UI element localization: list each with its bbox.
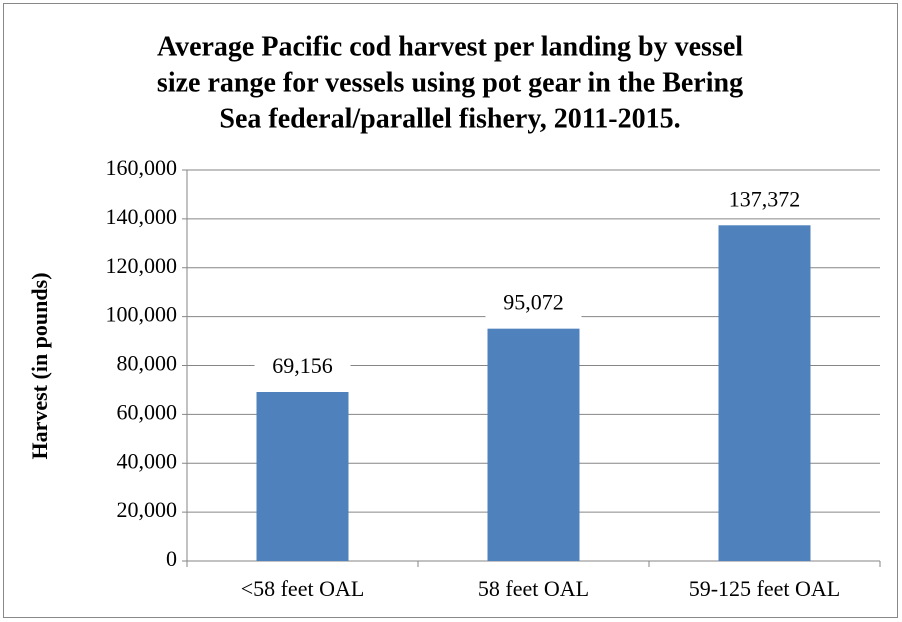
y-tick-label: 80,000 (117, 351, 178, 376)
chart-title: size range for vessels using pot gear in… (157, 67, 743, 98)
x-tick-label: 59-125 feet OAL (689, 576, 841, 601)
x-tick-label: <58 feet OAL (241, 576, 365, 601)
y-tick-label: 60,000 (117, 399, 178, 424)
y-tick-label: 140,000 (106, 204, 178, 229)
data-label-bg (254, 353, 351, 384)
data-label: 69,156 (272, 353, 333, 378)
y-tick-label: 20,000 (117, 497, 178, 522)
bar (256, 392, 349, 561)
bar (487, 328, 580, 561)
y-axis-label: Harvest (in pounds) (27, 272, 52, 459)
y-tick-label: 100,000 (106, 302, 178, 327)
y-tick-label: 160,000 (106, 155, 178, 180)
x-tick-label: 58 feet OAL (478, 576, 589, 601)
y-tick-label: 40,000 (117, 448, 178, 473)
data-label-bg (716, 186, 813, 217)
chart-title: Sea federal/parallel fishery, 2011-2015. (219, 103, 680, 134)
chart-title: Average Pacific cod harvest per landing … (157, 31, 743, 62)
data-label: 137,372 (729, 186, 801, 211)
y-tick-label: 0 (166, 546, 177, 571)
data-label-bg (485, 289, 582, 320)
y-tick-label: 120,000 (106, 253, 178, 278)
data-label: 95,072 (503, 290, 564, 315)
bar (718, 225, 811, 561)
